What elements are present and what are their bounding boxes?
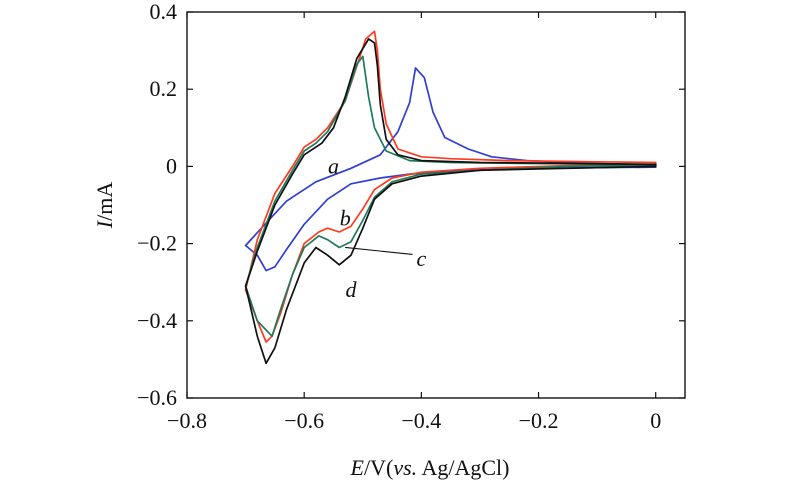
y-tick-label: 0.2	[150, 76, 178, 101]
y-tick-label: 0	[166, 153, 177, 178]
y-tick-label: −0.6	[137, 385, 177, 410]
curve-c-leader-line	[345, 246, 413, 255]
curves-layer	[244, 30, 657, 365]
x-tick-label: −0.8	[167, 408, 207, 433]
curve-labels-layer: a b c d	[328, 153, 426, 302]
plot-area	[186, 11, 686, 399]
curve-label-c: c	[416, 246, 426, 271]
y-tick-label: 0.4	[150, 0, 178, 24]
plot-frame	[186, 11, 686, 399]
y-axis-title: I/mA	[92, 182, 117, 230]
x-tick-label: −0.4	[401, 408, 441, 433]
y-tick-label: −0.2	[137, 231, 177, 256]
y-tick-label: −0.4	[137, 308, 177, 333]
x-tick-label: −0.6	[284, 408, 324, 433]
ticks-layer: −0.8 −0.6 −0.4 −0.2 0−0.6−0.4−0.200.20.4	[137, 0, 685, 433]
series-d-line	[244, 38, 657, 365]
series-c-line	[244, 55, 657, 338]
series-b-line	[244, 30, 657, 343]
curve-label-d: d	[346, 277, 358, 302]
curve-label-a: a	[328, 153, 339, 178]
x-tick-label: −0.2	[519, 408, 559, 433]
curve-label-b: b	[340, 206, 351, 231]
x-axis-title: E/V(vs. Ag/AgCl)	[350, 455, 510, 480]
x-tick-label: 0	[650, 408, 661, 433]
